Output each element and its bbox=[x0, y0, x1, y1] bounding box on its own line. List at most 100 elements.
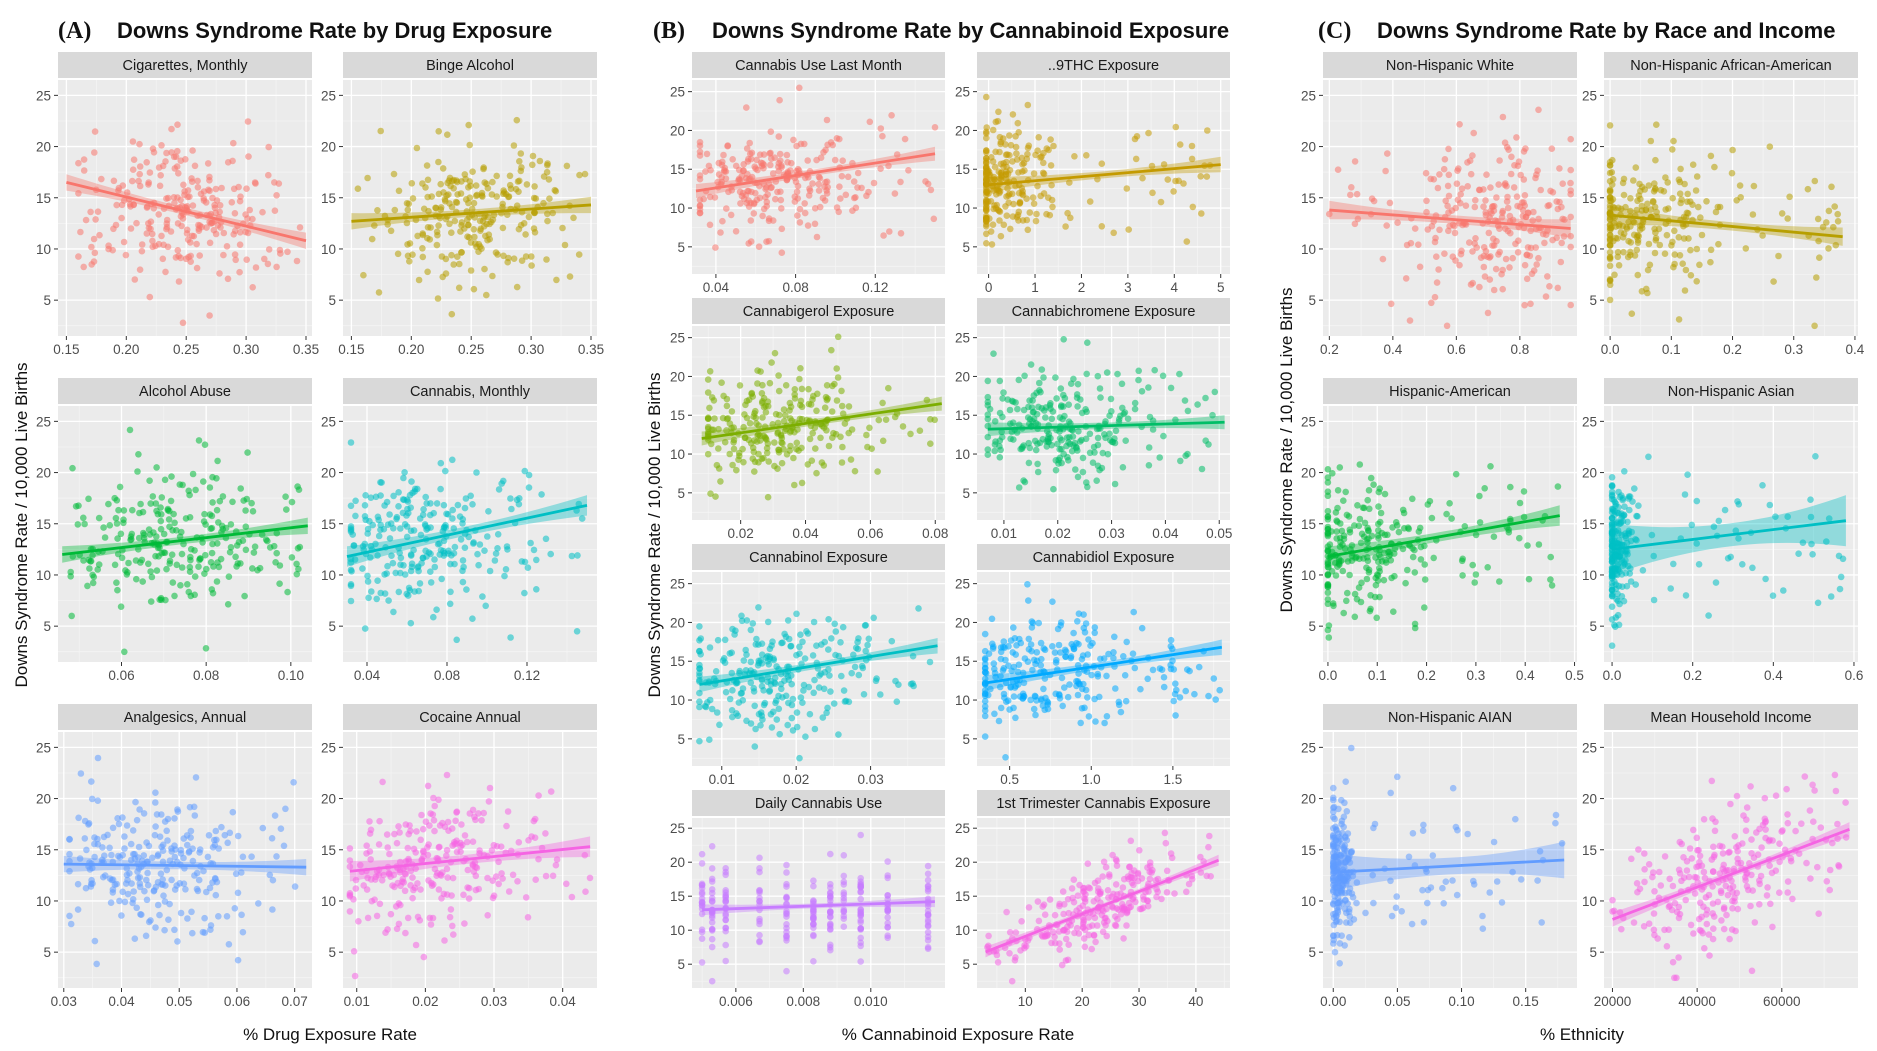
data-point bbox=[1462, 202, 1470, 209]
data-point bbox=[115, 187, 122, 194]
data-point bbox=[1057, 385, 1065, 392]
data-point bbox=[472, 872, 480, 880]
data-point bbox=[1703, 198, 1710, 205]
data-point bbox=[390, 492, 397, 500]
data-point bbox=[1336, 543, 1344, 550]
data-point bbox=[242, 507, 249, 514]
data-point bbox=[82, 216, 90, 224]
data-point bbox=[419, 554, 427, 562]
data-point bbox=[1627, 251, 1634, 259]
data-point bbox=[1711, 163, 1718, 171]
data-point bbox=[710, 397, 718, 404]
data-point bbox=[530, 817, 538, 825]
data-point bbox=[1032, 217, 1040, 225]
data-point bbox=[489, 894, 497, 902]
data-point bbox=[124, 890, 132, 898]
data-point bbox=[559, 224, 566, 232]
data-point bbox=[475, 810, 482, 817]
regression-line bbox=[351, 203, 592, 223]
data-point bbox=[1523, 251, 1530, 259]
data-point bbox=[1064, 209, 1071, 217]
data-point bbox=[581, 851, 589, 859]
data-point bbox=[984, 691, 992, 699]
data-point bbox=[1454, 167, 1461, 174]
data-point bbox=[1652, 229, 1659, 236]
data-point bbox=[216, 270, 223, 277]
data-point bbox=[870, 179, 878, 187]
data-point bbox=[347, 581, 355, 588]
y-tick-label: 10 bbox=[321, 568, 336, 583]
data-point bbox=[499, 875, 506, 882]
data-point bbox=[113, 201, 120, 209]
data-point bbox=[747, 199, 754, 207]
data-point bbox=[1110, 649, 1117, 656]
data-point bbox=[427, 568, 434, 575]
data-point bbox=[249, 565, 256, 572]
data-point bbox=[1557, 258, 1565, 266]
data-point bbox=[119, 888, 126, 896]
data-point bbox=[117, 530, 125, 538]
data-point bbox=[1025, 635, 1033, 643]
data-point bbox=[989, 126, 997, 134]
data-point bbox=[1202, 437, 1209, 445]
data-point bbox=[437, 206, 445, 213]
data-point bbox=[273, 549, 281, 557]
data-point bbox=[811, 205, 819, 212]
data-point bbox=[1035, 917, 1043, 925]
regression-line bbox=[699, 644, 938, 686]
data-point bbox=[374, 513, 382, 521]
data-point bbox=[763, 449, 771, 457]
data-point bbox=[1111, 633, 1118, 641]
data-point bbox=[989, 221, 997, 228]
data-point bbox=[470, 285, 478, 293]
data-point bbox=[1467, 170, 1475, 178]
data-point bbox=[857, 942, 864, 950]
data-point bbox=[1010, 624, 1017, 631]
data-point bbox=[1513, 134, 1520, 141]
data-point bbox=[1019, 669, 1027, 677]
data-point bbox=[189, 202, 197, 209]
data-point bbox=[1025, 459, 1033, 467]
data-point bbox=[1495, 251, 1502, 258]
data-point bbox=[1435, 266, 1442, 273]
data-point bbox=[424, 782, 432, 790]
data-point bbox=[983, 206, 990, 214]
data-point bbox=[1044, 435, 1052, 443]
data-point bbox=[778, 205, 785, 212]
y-tick-label: 10 bbox=[670, 923, 685, 938]
data-point bbox=[366, 818, 373, 825]
data-point bbox=[136, 163, 144, 170]
data-point bbox=[1136, 847, 1143, 854]
data-point bbox=[139, 508, 147, 516]
data-point bbox=[1684, 210, 1692, 217]
data-point bbox=[833, 365, 840, 372]
data-point bbox=[475, 561, 482, 569]
data-point bbox=[773, 716, 781, 723]
data-point bbox=[998, 172, 1005, 179]
data-point bbox=[435, 158, 442, 166]
data-point bbox=[361, 513, 369, 520]
x-tick-label: 0.010 bbox=[854, 994, 888, 1009]
data-point bbox=[857, 831, 864, 839]
data-point bbox=[1003, 212, 1011, 219]
data-point bbox=[489, 272, 496, 280]
data-point bbox=[1324, 479, 1332, 486]
data-point bbox=[480, 223, 488, 230]
data-point bbox=[415, 276, 423, 284]
data-point bbox=[92, 216, 99, 223]
data-point bbox=[377, 127, 385, 135]
data-point bbox=[1096, 466, 1103, 474]
data-point bbox=[751, 163, 758, 170]
data-point bbox=[785, 699, 792, 707]
data-point bbox=[1135, 367, 1142, 375]
data-point bbox=[442, 467, 449, 475]
data-point bbox=[214, 559, 221, 566]
data-point bbox=[1205, 692, 1212, 700]
plot-area bbox=[983, 93, 1221, 248]
data-point bbox=[147, 500, 154, 507]
data-point bbox=[698, 895, 706, 902]
data-point bbox=[235, 538, 243, 546]
data-point bbox=[442, 255, 450, 263]
data-point bbox=[888, 112, 895, 119]
data-point bbox=[232, 256, 239, 264]
